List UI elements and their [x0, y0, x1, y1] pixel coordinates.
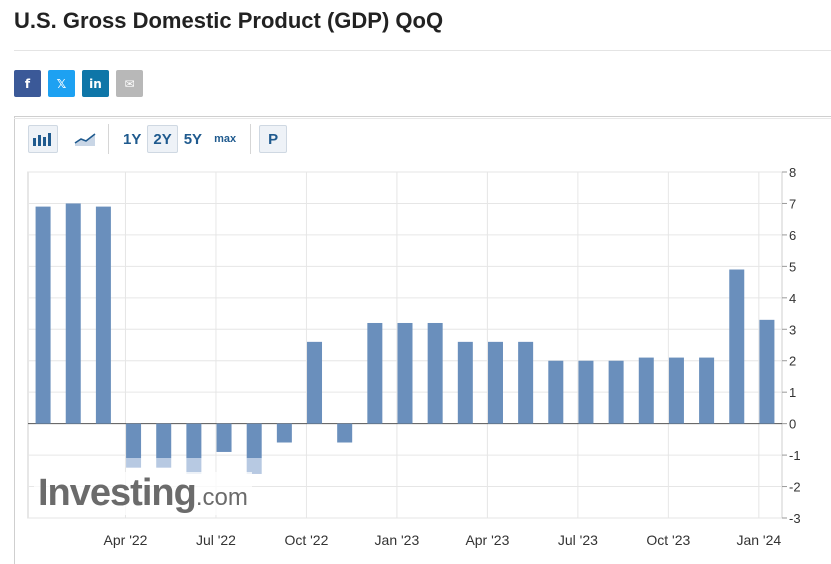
y-tick-label: -1	[789, 448, 801, 463]
page-title: U.S. Gross Domestic Product (GDP) QoQ	[14, 8, 444, 33]
bar	[427, 322, 443, 424]
chart-panel-top-rule	[14, 118, 831, 119]
toolbar-separator	[108, 124, 109, 154]
bar	[457, 341, 473, 424]
y-tick-label: 4	[789, 291, 796, 306]
chart-panel	[14, 116, 831, 564]
y-tick-label: -3	[789, 511, 801, 526]
x-tick-label: Jan '23	[375, 532, 420, 548]
investing-watermark: Investing .com	[34, 472, 252, 515]
y-tick-label: 5	[789, 259, 796, 274]
bar-forecast	[126, 458, 142, 468]
y-tick-label: 0	[789, 417, 796, 432]
watermark-main: Investing	[38, 472, 197, 514]
watermark-suffix: .com	[195, 484, 248, 511]
x-tick-label: Jan '24	[736, 532, 781, 548]
bar-forecast	[186, 458, 202, 474]
y-tick-label: 6	[789, 228, 796, 243]
linkedin-share-button[interactable]: in	[82, 70, 109, 97]
p-button[interactable]: P	[259, 125, 288, 153]
bar	[608, 360, 624, 424]
bar	[276, 423, 292, 443]
y-tick-label: 7	[789, 196, 796, 211]
x-tick-label: Jul '22	[196, 532, 236, 548]
bar	[578, 360, 594, 424]
share-bar: f 𝕏 in ✉	[14, 70, 143, 97]
bar	[156, 423, 172, 459]
bar	[668, 357, 684, 424]
facebook-share-button[interactable]: f	[14, 70, 41, 97]
bar	[216, 423, 232, 452]
bar	[759, 319, 775, 424]
range-max-button[interactable]: max	[214, 133, 237, 145]
bar-forecast	[246, 458, 262, 474]
bar	[638, 357, 654, 424]
bar	[35, 206, 51, 424]
chart-toolbar: 1Y 2Y 5Y max P	[28, 124, 288, 154]
x-tick-label: Apr '22	[104, 532, 148, 548]
bar	[548, 360, 564, 424]
bar-chart-icon[interactable]	[28, 125, 58, 153]
range-2y-button[interactable]: 2Y	[147, 125, 178, 153]
bar	[95, 206, 111, 424]
bar	[307, 341, 323, 424]
bar	[367, 322, 383, 424]
x-tick-label: Oct '22	[284, 532, 328, 548]
y-tick-label: 8	[789, 165, 796, 180]
bar	[246, 423, 262, 459]
range-5y-button[interactable]: 5Y	[183, 130, 203, 148]
toolbar-separator	[250, 124, 252, 154]
x-tick-label: Oct '23	[646, 532, 690, 548]
y-tick-label: -2	[789, 480, 801, 495]
y-tick-label: 1	[789, 385, 796, 400]
bar	[337, 423, 353, 443]
bar	[126, 423, 142, 459]
bar	[729, 269, 745, 424]
title-divider	[14, 50, 831, 51]
bar	[186, 423, 202, 459]
range-1y-button[interactable]: 1Y	[123, 130, 142, 148]
bar	[487, 341, 503, 424]
email-share-button[interactable]: ✉	[116, 70, 143, 97]
twitter-share-button[interactable]: 𝕏	[48, 70, 75, 97]
y-tick-label: 3	[789, 322, 796, 337]
bar	[397, 322, 413, 424]
bar	[65, 203, 81, 424]
bar	[518, 341, 534, 424]
y-tick-label: 2	[789, 354, 796, 369]
x-tick-label: Apr '23	[465, 532, 509, 548]
bar-forecast	[156, 458, 172, 468]
area-chart-icon[interactable]	[70, 125, 100, 153]
bar	[699, 357, 715, 424]
x-tick-label: Jul '23	[558, 532, 598, 548]
